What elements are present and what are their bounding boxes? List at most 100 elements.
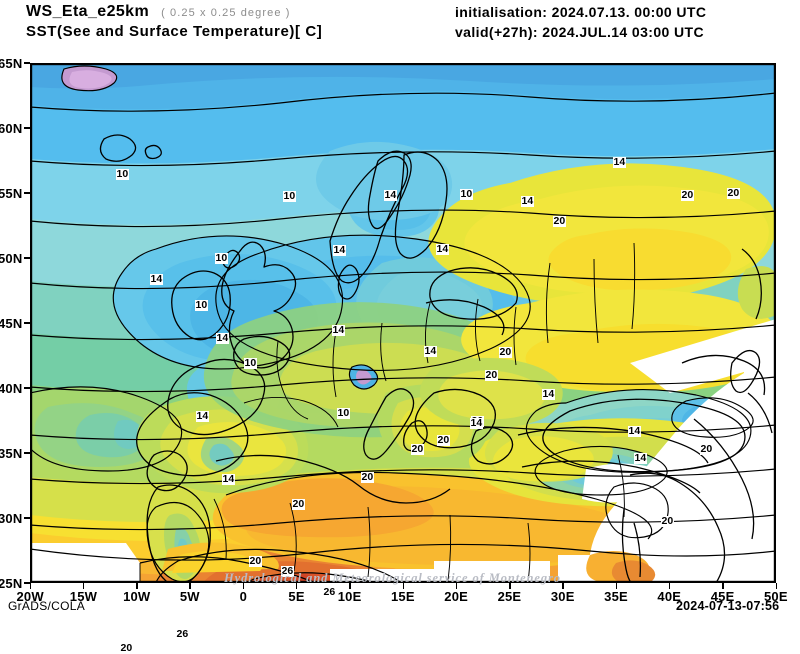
x-tick-label: 15W bbox=[69, 589, 98, 604]
x-tick-label: 30E bbox=[550, 589, 575, 604]
contour-value-label: 20 bbox=[727, 187, 740, 199]
contour-value-label: 20 bbox=[361, 471, 374, 483]
contour-value-label: 10 bbox=[244, 357, 257, 369]
y-tick-mark bbox=[24, 582, 30, 584]
contour-value-label: 14 bbox=[150, 273, 163, 285]
contour-value-label: 14 bbox=[196, 410, 209, 422]
valid-line: valid(+27h): 2024.JUL.14 03:00 UTC bbox=[455, 22, 706, 42]
contour-value-label: 14 bbox=[521, 195, 534, 207]
model-resolution: ( 0.25 x 0.25 degree ) bbox=[161, 7, 291, 19]
contour-value-label: 20 bbox=[499, 346, 512, 358]
y-tick-mark bbox=[24, 387, 30, 389]
contour-value-label: 20 bbox=[485, 369, 498, 381]
map-plot-area: 10 10 10 20 20 20 14 14 14 10 10 14 14 14 14 10 14 14 10 20… bbox=[30, 63, 776, 654]
contour-value-label: 10 bbox=[116, 168, 129, 180]
contour-value-label: 14 bbox=[216, 332, 229, 344]
x-tick-mark bbox=[402, 583, 404, 589]
contour-value-label: 14 bbox=[384, 189, 397, 201]
x-tick-mark bbox=[615, 583, 618, 589]
plot-frame bbox=[30, 63, 776, 583]
contour-value-label: 10 bbox=[283, 190, 296, 202]
x-tick-mark bbox=[509, 583, 511, 589]
x-tick-mark bbox=[455, 583, 458, 589]
contour-value-label: 26 bbox=[323, 586, 336, 598]
y-tick-mark bbox=[24, 257, 30, 259]
valid-text: valid(+27h): 2024.JUL.14 03:00 UTC bbox=[455, 24, 704, 40]
contour-value-label: 10 bbox=[215, 252, 228, 264]
contour-value-label: 26 bbox=[176, 628, 189, 640]
x-tick-label: 40E bbox=[657, 589, 682, 604]
model-name: WS_Eta_e25km bbox=[26, 3, 150, 20]
contour-value-label: 14 bbox=[436, 243, 449, 255]
initialisation-line: initialisation: 2024.07.13. 00:00 UTC bbox=[455, 2, 706, 22]
chart-header: WS_Eta_e25km ( 0.25 x 0.25 degree ) SST(S… bbox=[0, 0, 800, 48]
x-tick-mark bbox=[136, 583, 138, 589]
x-tick-label: 0 bbox=[239, 589, 248, 604]
x-tick-label: 45E bbox=[710, 589, 735, 604]
y-tick-label: 45N bbox=[0, 315, 23, 331]
contour-value-label: 14 bbox=[634, 452, 647, 464]
x-tick-label: 5E bbox=[288, 589, 305, 604]
x-tick-mark bbox=[562, 583, 564, 589]
contour-value-label: 14 bbox=[332, 324, 345, 336]
x-tick-label: 25E bbox=[497, 589, 522, 604]
y-tick-label: 35N bbox=[0, 445, 23, 461]
contour-value-label: 20 bbox=[553, 215, 566, 227]
contour-value-label: 14 bbox=[470, 417, 483, 429]
contour-value-label: 14 bbox=[222, 473, 235, 485]
x-tick-label: 35E bbox=[604, 589, 628, 604]
contour-value-label: 10 bbox=[195, 299, 208, 311]
contour-value-label: 20 bbox=[700, 443, 713, 455]
country-borders bbox=[139, 242, 636, 583]
sst-heatmap-svg bbox=[30, 63, 776, 583]
y-tick-mark bbox=[24, 517, 30, 519]
x-tick-mark bbox=[242, 583, 245, 589]
x-tick-label: 50E bbox=[764, 589, 788, 604]
y-tick-label: 50N bbox=[0, 250, 23, 266]
x-tick-label: 10W bbox=[123, 589, 151, 604]
contour-lines bbox=[30, 65, 776, 583]
x-tick-label: 20E bbox=[444, 589, 469, 604]
initialisation-text: initialisation: 2024.07.13. 00:00 UTC bbox=[455, 4, 707, 20]
x-tick-mark bbox=[29, 583, 31, 589]
contour-value-label: 20 bbox=[249, 555, 262, 567]
header-left-block: WS_Eta_e25km ( 0.25 x 0.25 degree ) SST(S… bbox=[26, 2, 322, 42]
y-tick-mark bbox=[24, 322, 30, 324]
x-tick-label: 20W bbox=[16, 589, 44, 604]
contour-value-label: 20 bbox=[437, 434, 450, 446]
y-tick-mark bbox=[24, 192, 30, 194]
y-tick-label: 30N bbox=[0, 510, 23, 526]
y-tick-label: 60N bbox=[0, 120, 23, 136]
x-tick-mark bbox=[668, 583, 671, 589]
contour-value-label: 26 bbox=[281, 565, 294, 577]
y-tick-mark bbox=[24, 127, 30, 129]
variable-name: SST(See and Surface Temperature)[ C] bbox=[26, 23, 323, 40]
watermark: Hydrological and Meteorological service … bbox=[224, 571, 561, 585]
x-tick-label: 5W bbox=[179, 589, 200, 604]
model-line: WS_Eta_e25km ( 0.25 x 0.25 degree ) bbox=[26, 2, 322, 22]
contour-value-label: 14 bbox=[333, 244, 346, 256]
x-tick-mark bbox=[82, 583, 85, 589]
contour-value-label: 10 bbox=[337, 407, 350, 419]
contour-value-label: 14 bbox=[424, 345, 437, 357]
x-tick-mark bbox=[189, 583, 191, 589]
contour-value-label: 20 bbox=[120, 642, 133, 654]
contour-value-label: 14 bbox=[613, 156, 626, 168]
x-tick-mark bbox=[295, 583, 298, 589]
sst-fill-layer bbox=[30, 63, 776, 583]
contour-value-label: 10 bbox=[460, 188, 473, 200]
grads-credit: GrADS/COLA bbox=[8, 599, 86, 613]
y-tick-label: 40N bbox=[0, 380, 23, 396]
contour-value-label: 20 bbox=[681, 189, 694, 201]
y-tick-label: 65N bbox=[0, 55, 23, 71]
y-tick-label: 25N bbox=[0, 575, 23, 591]
x-tick-mark bbox=[349, 583, 351, 589]
header-right-block: initialisation: 2024.07.13. 00:00 UTC va… bbox=[455, 2, 706, 42]
x-tick-label: 15E bbox=[391, 589, 415, 604]
x-tick-mark bbox=[775, 583, 777, 589]
contour-value-label: 20 bbox=[411, 443, 424, 455]
contour-value-label: 14 bbox=[542, 388, 555, 400]
contour-value-label: 20 bbox=[661, 515, 674, 527]
contour-value-label: 14 bbox=[628, 425, 641, 437]
